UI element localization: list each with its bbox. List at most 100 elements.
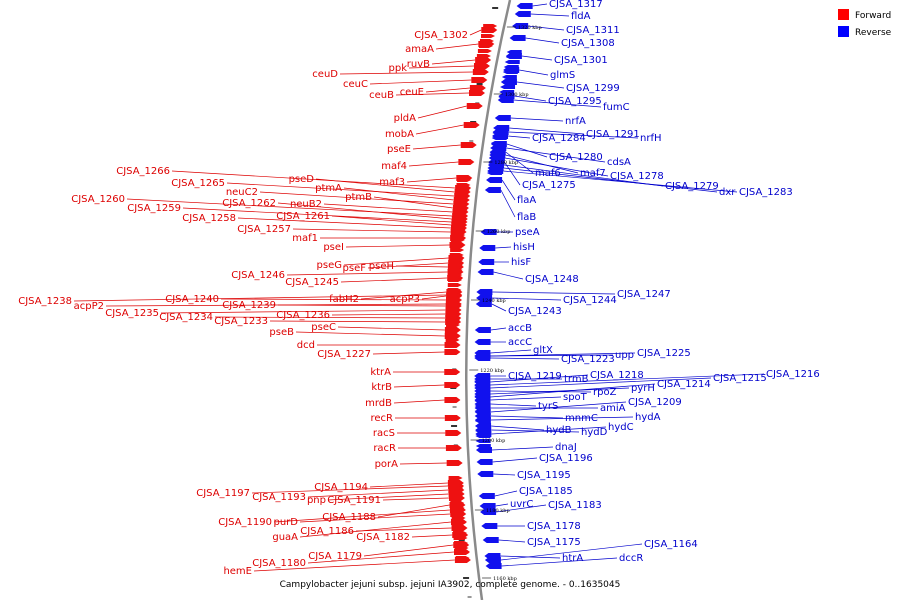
- reverse-gene-label[interactable]: dccR: [619, 553, 643, 564]
- forward-gene-label[interactable]: maf3: [379, 177, 405, 188]
- forward-gene-label[interactable]: CJSA_1266: [116, 166, 170, 177]
- forward-gene-label[interactable]: CJSA_1245: [285, 277, 339, 288]
- forward-gene-label[interactable]: mrdB: [365, 398, 392, 409]
- forward-gene-label[interactable]: CJSA_1236: [276, 310, 330, 321]
- forward-gene-label[interactable]: maf4: [381, 161, 407, 172]
- forward-gene-label[interactable]: pldA: [394, 113, 416, 124]
- reverse-gene-label[interactable]: maf7: [580, 168, 606, 179]
- reverse-gene-label[interactable]: hisF: [511, 257, 531, 268]
- forward-gene-label[interactable]: recR: [371, 413, 394, 424]
- reverse-gene-label[interactable]: hydC: [608, 422, 634, 433]
- reverse-gene-label[interactable]: amiA: [600, 403, 626, 414]
- reverse-gene-label[interactable]: hydA: [635, 412, 661, 423]
- reverse-gene-label[interactable]: hydB: [546, 425, 572, 436]
- forward-gene-label[interactable]: CJSA_1258: [182, 213, 236, 224]
- reverse-gene-label[interactable]: CJSA_1317: [549, 0, 603, 10]
- forward-gene-label[interactable]: fabH2: [329, 294, 359, 305]
- forward-gene-label[interactable]: maf1: [292, 233, 318, 244]
- forward-gene-label[interactable]: ceuB: [369, 90, 394, 101]
- reverse-gene-label[interactable]: uvrC: [510, 499, 533, 510]
- forward-gene-label[interactable]: CJSA_1186: [300, 526, 354, 537]
- reverse-gene-label[interactable]: spoT: [563, 392, 588, 403]
- forward-gene-label[interactable]: CJSA_1197: [196, 488, 250, 499]
- reverse-gene-label[interactable]: CJSA_1225: [637, 348, 691, 359]
- forward-gene-label[interactable]: neuB2: [290, 199, 322, 210]
- reverse-gene-label[interactable]: CJSA_1295: [548, 96, 602, 107]
- forward-gene-label[interactable]: pseD: [289, 174, 315, 185]
- reverse-gene-label[interactable]: CJSA_1279: [665, 181, 719, 192]
- reverse-gene-label[interactable]: gltX: [533, 345, 553, 356]
- forward-gene-label[interactable]: mobA: [385, 129, 414, 140]
- reverse-gene-label[interactable]: CJSA_1185: [519, 486, 573, 497]
- forward-gene-label[interactable]: pseH: [369, 261, 394, 272]
- forward-gene-label[interactable]: CJSA_1179: [308, 551, 362, 562]
- reverse-gene-label[interactable]: CJSA_1248: [525, 274, 579, 285]
- forward-gene-label[interactable]: acpP3: [390, 294, 420, 305]
- reverse-gene-label[interactable]: CJSA_1247: [617, 289, 671, 300]
- forward-gene-label[interactable]: CJSA_1193: [252, 492, 306, 503]
- forward-gene-label[interactable]: CJSA_1265: [171, 178, 225, 189]
- reverse-gene-label[interactable]: CJSA_1301: [554, 55, 608, 66]
- reverse-gene-label[interactable]: accB: [508, 323, 532, 334]
- reverse-gene-label[interactable]: flaB: [517, 212, 536, 223]
- reverse-gene-label[interactable]: hisH: [513, 242, 535, 253]
- forward-gene-label[interactable]: pseG: [317, 260, 342, 271]
- reverse-gene-label[interactable]: htrA: [562, 553, 583, 564]
- reverse-gene-label[interactable]: CJSA_1219: [508, 371, 562, 382]
- reverse-gene-label[interactable]: mnmC: [565, 413, 598, 424]
- reverse-gene-label[interactable]: glmS: [550, 70, 575, 81]
- reverse-gene-label[interactable]: dnaJ: [555, 442, 577, 453]
- forward-gene-label[interactable]: ktrB: [371, 382, 392, 393]
- forward-gene-label[interactable]: pseB: [269, 327, 294, 338]
- reverse-gene-label[interactable]: CJSA_1275: [522, 180, 576, 191]
- reverse-gene-label[interactable]: CJSA_1178: [527, 521, 581, 532]
- reverse-gene-label[interactable]: fumC: [603, 102, 630, 113]
- reverse-gene-label[interactable]: CJSA_1291: [586, 129, 640, 140]
- forward-gene-label[interactable]: hemE: [223, 566, 252, 577]
- reverse-gene-label[interactable]: tyrS: [538, 401, 558, 412]
- reverse-gene-label[interactable]: fldA: [571, 11, 591, 22]
- forward-gene-label[interactable]: CJSA_1235: [105, 308, 159, 319]
- forward-gene-label[interactable]: CJSA_1262: [222, 198, 276, 209]
- forward-gene-label[interactable]: CJSA_1259: [127, 203, 181, 214]
- forward-gene-label[interactable]: CJSA_1188: [322, 512, 376, 523]
- reverse-gene-label[interactable]: flaA: [517, 195, 536, 206]
- forward-gene-label[interactable]: ktrA: [370, 367, 391, 378]
- reverse-gene-label[interactable]: CJSA_1216: [766, 369, 820, 380]
- forward-gene-label[interactable]: pseI: [323, 242, 344, 253]
- forward-gene-label[interactable]: CJSA_1239: [222, 300, 276, 311]
- reverse-gene-label[interactable]: pyrH: [631, 383, 655, 394]
- reverse-gene-label[interactable]: CJSA_1175: [527, 537, 581, 548]
- forward-gene-label[interactable]: CJSA_1180: [252, 558, 306, 569]
- forward-gene-label[interactable]: ptmB: [345, 192, 372, 203]
- forward-gene-label[interactable]: acpP2: [74, 301, 104, 312]
- reverse-gene-label[interactable]: CJSA_1311: [566, 25, 620, 36]
- forward-gene-label[interactable]: CJSA_1246: [231, 270, 285, 281]
- forward-gene-label[interactable]: CJSA_1233: [214, 316, 268, 327]
- reverse-gene-label[interactable]: cdsA: [607, 157, 631, 168]
- reverse-gene-label[interactable]: CJSA_1214: [657, 379, 711, 390]
- forward-gene-label[interactable]: CJSA_1227: [317, 349, 371, 360]
- forward-gene-label[interactable]: CJSA_1191: [327, 495, 381, 506]
- reverse-gene-label[interactable]: CJSA_1283: [739, 187, 793, 198]
- reverse-gene-label[interactable]: pseA: [515, 227, 540, 238]
- reverse-gene-label[interactable]: CJSA_1299: [566, 83, 620, 94]
- reverse-gene-label[interactable]: accC: [508, 337, 532, 348]
- reverse-gene-label[interactable]: CJSA_1278: [610, 171, 664, 182]
- forward-gene-label[interactable]: pseF: [343, 263, 367, 274]
- forward-gene-label[interactable]: CJSA_1194: [314, 482, 368, 493]
- forward-gene-label[interactable]: ruvB: [407, 59, 430, 70]
- reverse-gene-label[interactable]: CJSA_1183: [548, 500, 602, 511]
- reverse-gene-label[interactable]: dxr: [719, 187, 736, 198]
- reverse-gene-label[interactable]: trmB: [564, 374, 589, 385]
- reverse-gene-label[interactable]: maf6: [535, 168, 561, 179]
- forward-gene-label[interactable]: CJSA_1240: [165, 294, 219, 305]
- forward-gene-label[interactable]: dcd: [297, 340, 315, 351]
- forward-gene-label[interactable]: CJSA_1238: [18, 296, 72, 307]
- forward-gene-label[interactable]: CJSA_1257: [237, 224, 291, 235]
- reverse-gene-label[interactable]: CJSA_1164: [644, 539, 698, 550]
- reverse-gene-label[interactable]: CJSA_1244: [563, 295, 617, 306]
- reverse-gene-label[interactable]: upp: [615, 350, 634, 361]
- forward-gene-label[interactable]: racR: [373, 443, 396, 454]
- forward-gene-label[interactable]: guaA: [272, 532, 298, 543]
